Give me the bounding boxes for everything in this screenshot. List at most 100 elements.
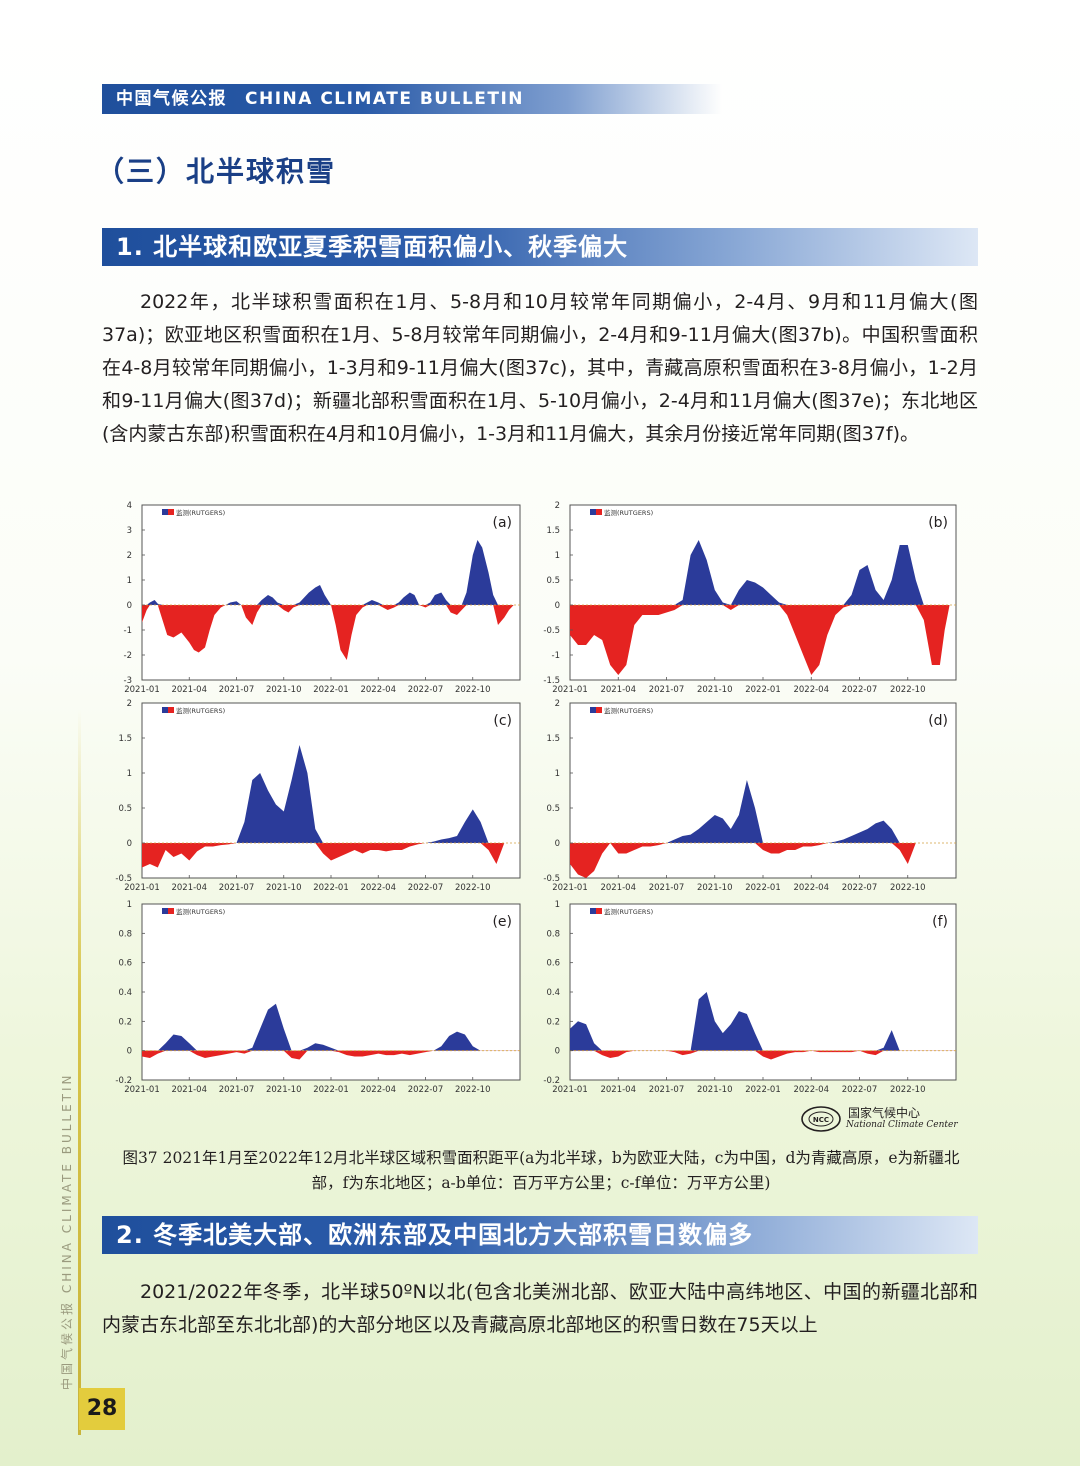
negative-anomaly-area [142,605,519,660]
x-tick-label: 2021-10 [697,1085,733,1095]
y-tick-label: 0.4 [546,988,560,998]
x-tick-label: 2022-10 [890,883,926,893]
x-tick-label: 2021-10 [266,883,302,893]
x-tick-label: 2022-07 [842,685,878,695]
positive-anomaly-area [142,745,519,843]
page-number: 28 [79,1388,125,1430]
x-tick-label: 2021-04 [600,1085,636,1095]
x-tick-label: 2022-04 [360,685,396,695]
chart-frame [569,702,957,879]
legend-swatch-negative [596,707,602,713]
section-title: （三）北半球积雪 [96,155,337,188]
x-tick-label: 2022-07 [408,685,444,695]
legend-swatch-positive [162,707,168,713]
x-tick-label: 2021-07 [219,1085,255,1095]
x-tick-label: 2022-10 [890,685,926,695]
panel-label: (a) [492,515,512,531]
legend-swatch-positive [590,908,596,914]
x-tick-label: 2022-07 [408,1085,444,1095]
negative-anomaly-area [570,1050,955,1060]
y-tick-label: 0.6 [118,959,132,969]
x-tick-label: 2022-01 [313,883,349,893]
chart-frame [569,504,957,681]
legend-swatch-negative [596,509,602,515]
x-tick-label: 2021-07 [649,685,685,695]
x-tick-label: 2022-10 [455,685,491,695]
x-tick-label: 2021-04 [171,685,207,695]
y-tick-label: 1.5 [546,526,560,536]
y-tick-label: -1 [124,626,132,636]
x-tick-label: 2022-04 [360,883,396,893]
subsection-heading-2: 2. 冬季北美大部、欧洲东部及中国北方大部积雪日数偏多 [102,1216,978,1254]
x-tick-label: 2021-10 [266,1085,302,1095]
chart-frame [569,903,957,1081]
y-tick-label: 0 [127,601,132,611]
legend-label: 监测(RUTGERS) [176,706,225,715]
side-vertical-text: 中国气候公报 CHINA CLIMATE BULLETIN [60,1072,74,1390]
y-tick-label: -0.5 [115,874,132,884]
negative-anomaly-area [142,843,519,868]
y-tick-label: 0.4 [118,988,132,998]
header-title-cn: 中国气候公报 [116,89,227,109]
x-tick-label: 2022-10 [455,883,491,893]
x-tick-label: 2022-01 [313,1085,349,1095]
x-tick-label: 2021-01 [552,685,588,695]
panel-label: (c) [493,713,512,729]
y-tick-label: 1 [127,576,132,586]
y-tick-label: 1.5 [118,734,132,744]
x-tick-label: 2021-01 [124,883,160,893]
y-tick-label: 1 [127,769,132,779]
x-tick-label: 2022-04 [793,1085,829,1095]
legend-swatch-positive [590,707,596,713]
ncc-emblem-icon: NCC [801,1106,841,1132]
y-tick-label: -0.2 [115,1076,132,1086]
panel-label: (f) [932,914,948,930]
y-tick-label: 1 [555,900,560,910]
y-tick-label: 1.5 [546,734,560,744]
svg-text:NCC: NCC [813,1116,829,1124]
x-tick-label: 2022-07 [842,1085,878,1095]
x-tick-label: 2021-01 [552,1085,588,1095]
y-tick-label: -3 [124,676,132,686]
negative-anomaly-area [142,1050,519,1060]
legend-label: 监测(RUTGERS) [176,907,225,916]
legend-label: 监测(RUTGERS) [604,508,653,517]
y-tick-label: 2 [127,551,132,561]
x-tick-label: 2021-07 [649,1085,685,1095]
header-bar: 中国气候公报 CHINA CLIMATE BULLETIN [102,84,722,114]
legend-label: 监测(RUTGERS) [604,706,653,715]
y-tick-label: 0.2 [546,1017,560,1027]
x-tick-label: 2022-07 [842,883,878,893]
panel-label: (b) [928,515,948,531]
legend-swatch-positive [590,509,596,515]
legend-swatch-negative [168,707,174,713]
paragraph-2: 2021/2022年冬季，北半球50ºN以北(包含北美洲北部、欧亚大陆中高纬地区… [102,1281,978,1336]
y-tick-label: 0.5 [118,804,132,814]
x-tick-label: 2022-01 [313,685,349,695]
y-tick-label: 2 [555,501,560,511]
positive-anomaly-area [142,1003,519,1051]
x-tick-label: 2021-07 [219,883,255,893]
y-tick-label: 2 [127,699,132,709]
panel-label: (e) [492,914,512,930]
x-tick-label: 2022-01 [745,1085,781,1095]
legend-swatch-negative [596,908,602,914]
y-tick-label: 0 [555,601,560,611]
x-tick-label: 2022-04 [360,1085,396,1095]
x-tick-label: 2022-10 [890,1085,926,1095]
x-tick-label: 2021-01 [552,883,588,893]
legend-label: 监测(RUTGERS) [604,907,653,916]
x-tick-label: 2021-10 [697,883,733,893]
y-tick-label: 0 [127,1047,132,1057]
ncc-name-cn: 国家气候中心 [848,1106,921,1120]
x-tick-label: 2022-01 [745,883,781,893]
y-tick-label: -1.5 [543,676,560,686]
y-tick-label: -1 [552,651,560,661]
positive-anomaly-area [570,780,955,843]
side-decoration-line [78,710,81,1435]
panel-label: (d) [928,713,948,729]
x-tick-label: 2021-04 [171,1085,207,1095]
y-tick-label: 1 [555,551,560,561]
x-tick-label: 2021-04 [171,883,207,893]
y-tick-label: 3 [127,526,132,536]
